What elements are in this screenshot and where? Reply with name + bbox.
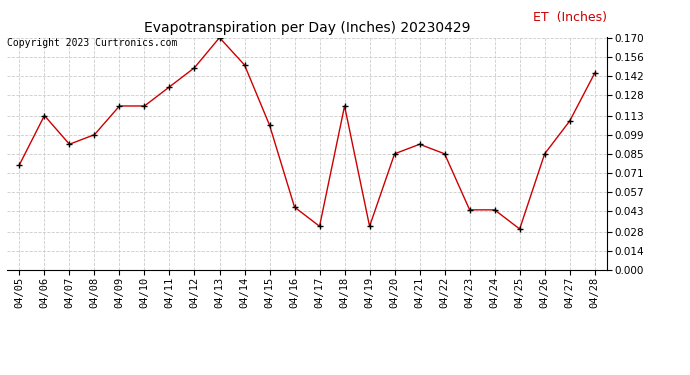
Text: ET  (Inches): ET (Inches) — [533, 10, 607, 24]
Text: Copyright 2023 Curtronics.com: Copyright 2023 Curtronics.com — [7, 38, 177, 48]
Title: Evapotranspiration per Day (Inches) 20230429: Evapotranspiration per Day (Inches) 2023… — [144, 21, 471, 35]
